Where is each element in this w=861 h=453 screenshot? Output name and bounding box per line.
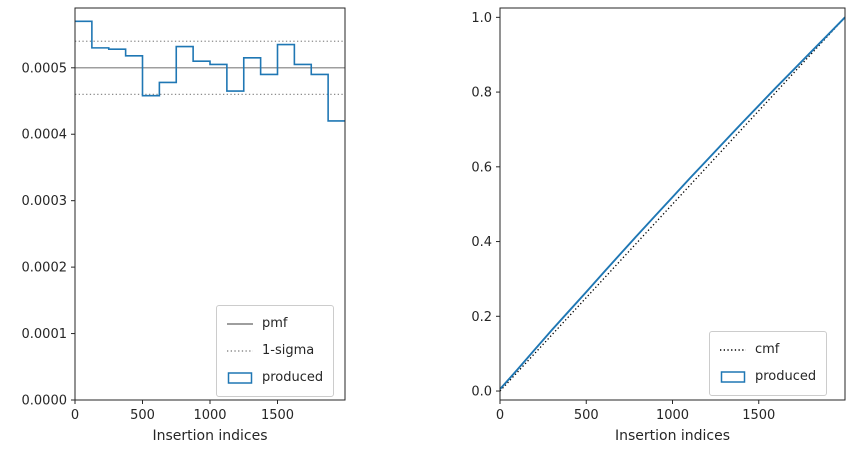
legend-item-cmf: cmf (720, 340, 816, 360)
legend-left: pmf 1-sigma produced (216, 305, 335, 397)
x-tick-label: 0 (71, 408, 79, 423)
x-tick-label: 0 (496, 408, 504, 423)
y-tick-label: 1.0 (471, 11, 492, 26)
legend-label: 1-sigma (262, 343, 315, 358)
x-tick-label: 500 (130, 408, 155, 423)
y-tick-label: 0.0002 (22, 261, 68, 276)
legend-swatch-line-solid-gray (227, 323, 253, 325)
y-tick-label: 0.0000 (22, 394, 68, 409)
x-axis-label: Insertion indices (152, 428, 267, 444)
series-produced (499, 16, 846, 390)
rect-blue-icon (227, 371, 253, 385)
legend-swatch-line-dotted-black (720, 349, 746, 351)
legend-right: cmf produced (709, 331, 828, 396)
x-tick-label: 1500 (742, 408, 775, 423)
legend-label: cmf (755, 342, 780, 357)
y-tick-label: 0.6 (471, 160, 492, 175)
y-tick-label: 0.0003 (22, 194, 68, 209)
y-tick-label: 0.0 (471, 385, 492, 400)
y-tick-label: 0.4 (471, 235, 492, 250)
x-axis-label: Insertion indices (615, 428, 730, 444)
line-dotted-black-icon (720, 343, 746, 357)
y-tick-label: 0.0005 (22, 61, 68, 76)
y-tick-label: 0.2 (471, 310, 492, 325)
x-tick-label: 1000 (193, 408, 226, 423)
line-dotted-gray-icon (227, 344, 253, 358)
legend-item-1-sigma: 1-sigma (227, 341, 323, 361)
line-solid-gray-icon (227, 317, 253, 331)
legend-label: produced (755, 369, 817, 384)
x-tick-label: 1500 (261, 408, 294, 423)
y-tick-label: 0.0004 (22, 128, 68, 143)
legend-item-produced: produced (227, 368, 323, 388)
rect-blue-icon (720, 370, 746, 384)
legend-item-produced: produced (720, 367, 816, 387)
legend-swatch-line-dotted-gray (227, 350, 253, 352)
y-tick-label: 0.0001 (22, 327, 68, 342)
legend-swatch-rect-blue (227, 372, 253, 384)
legend-label: pmf (262, 316, 288, 331)
x-tick-label: 1000 (656, 408, 689, 423)
x-tick-label: 500 (574, 408, 599, 423)
legend-item-pmf: pmf (227, 314, 323, 334)
produced-step-histogram (75, 20, 345, 122)
y-tick-label: 0.8 (471, 86, 492, 101)
legend-label: produced (262, 370, 324, 385)
legend-swatch-rect-blue (720, 371, 746, 383)
